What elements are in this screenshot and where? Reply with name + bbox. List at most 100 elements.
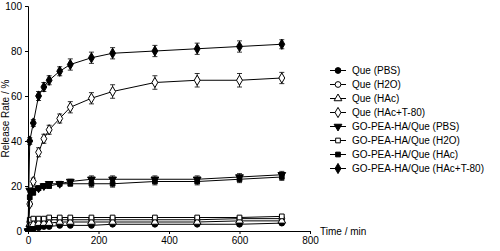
marker <box>36 147 42 157</box>
y-tick: 60 <box>11 91 28 102</box>
marker <box>42 184 47 189</box>
y-tick-line <box>25 96 28 97</box>
marker <box>279 175 284 180</box>
x-axis-title: Time / min <box>320 226 366 237</box>
series <box>25 39 285 231</box>
marker <box>36 186 41 191</box>
y-tick: 80 <box>11 46 28 57</box>
x-tick-label: 400 <box>161 235 178 246</box>
series <box>25 72 285 231</box>
plot: 0 200 400 600 800 0 20 40 60 80 100 Time / min <box>5 1 366 246</box>
error-bar-cap <box>237 182 242 183</box>
marker <box>47 215 52 220</box>
error-bar <box>47 125 52 134</box>
legend-label: GO-PEA-HA/Que (HAc+T-80) <box>352 163 484 174</box>
error-bar <box>41 184 46 189</box>
error-bar <box>279 40 284 49</box>
y-tick-label: 40 <box>11 136 23 147</box>
x-tick-label: 0 <box>26 235 32 246</box>
error-bar-cap <box>110 180 115 181</box>
marker <box>237 41 243 51</box>
marker <box>153 179 158 184</box>
error-bar-cap <box>195 87 200 88</box>
legend-label: Que (HAc+T-80) <box>352 107 425 118</box>
marker <box>279 73 285 83</box>
error-bar <box>279 215 284 218</box>
marker <box>56 182 64 189</box>
error-bar-cap <box>195 73 200 74</box>
marker <box>66 179 74 186</box>
x-tick-line <box>240 231 241 234</box>
marker <box>89 181 94 186</box>
error-bar <box>36 148 41 157</box>
error-bar <box>36 186 41 191</box>
marker <box>110 215 115 220</box>
error-bar <box>195 74 200 88</box>
legend-item: Que (PBS) <box>330 65 400 76</box>
y-tick: 0 <box>16 226 28 237</box>
marker <box>31 216 36 221</box>
y-tick-line <box>25 6 28 7</box>
legend-marker <box>336 152 341 157</box>
legend-item: GO-PEA-HA/Que (PBS) <box>330 121 459 132</box>
error-bar <box>110 48 115 59</box>
y-tick-line <box>25 186 28 187</box>
x-tick-line <box>169 231 170 234</box>
error-bar <box>68 59 73 70</box>
marker <box>195 215 200 220</box>
error-bar <box>89 180 94 187</box>
series <box>24 171 286 231</box>
legend-marker <box>334 94 342 101</box>
error-bar <box>152 76 157 90</box>
error-bar-cap <box>110 187 115 188</box>
x-tick-label: 200 <box>91 235 108 246</box>
series <box>26 174 285 231</box>
x-tick-label: 600 <box>232 235 249 246</box>
marker <box>30 176 36 186</box>
marker <box>67 59 73 69</box>
marker <box>194 75 200 85</box>
legend-item: Que (HAc) <box>330 93 399 104</box>
marker <box>36 216 41 221</box>
series-line <box>28 78 282 231</box>
error-bar-cap <box>152 184 157 185</box>
x-tick: 800 <box>302 231 319 246</box>
marker <box>25 226 31 231</box>
legend-marker <box>335 82 341 88</box>
marker <box>152 77 158 87</box>
legend-marker <box>335 68 341 74</box>
error-bar <box>36 92 41 101</box>
y-tick: 100 <box>5 1 28 12</box>
marker <box>27 195 32 200</box>
error-bar <box>41 83 46 92</box>
series-line <box>28 177 282 231</box>
marker <box>57 215 62 220</box>
x-tick: 600 <box>232 231 249 246</box>
error-bar-cap <box>279 180 284 181</box>
legend-item: Que (H2O) <box>330 79 401 90</box>
marker <box>152 46 158 56</box>
x-tick: 200 <box>91 231 108 246</box>
error-bar <box>41 134 46 143</box>
error-bar <box>57 182 62 187</box>
marker <box>46 75 52 85</box>
error-bar <box>68 102 73 113</box>
legend-marker <box>336 138 341 143</box>
marker <box>151 177 159 184</box>
y-tick-label: 20 <box>11 181 23 192</box>
error-bar-cap <box>237 87 242 88</box>
marker <box>57 181 62 186</box>
y-tick-line <box>25 231 28 232</box>
y-axis-title: Release Rate / % <box>0 79 11 157</box>
error-bar-cap <box>195 175 200 176</box>
error-bar <box>89 93 94 104</box>
error-bar <box>237 74 242 88</box>
error-bar-cap <box>89 180 94 181</box>
x-tick-line <box>310 231 311 234</box>
series-line <box>28 44 282 231</box>
marker <box>89 93 95 103</box>
y-tick: 40 <box>11 136 28 147</box>
error-bar-cap <box>195 178 200 179</box>
marker <box>89 215 94 220</box>
marker <box>237 177 242 182</box>
